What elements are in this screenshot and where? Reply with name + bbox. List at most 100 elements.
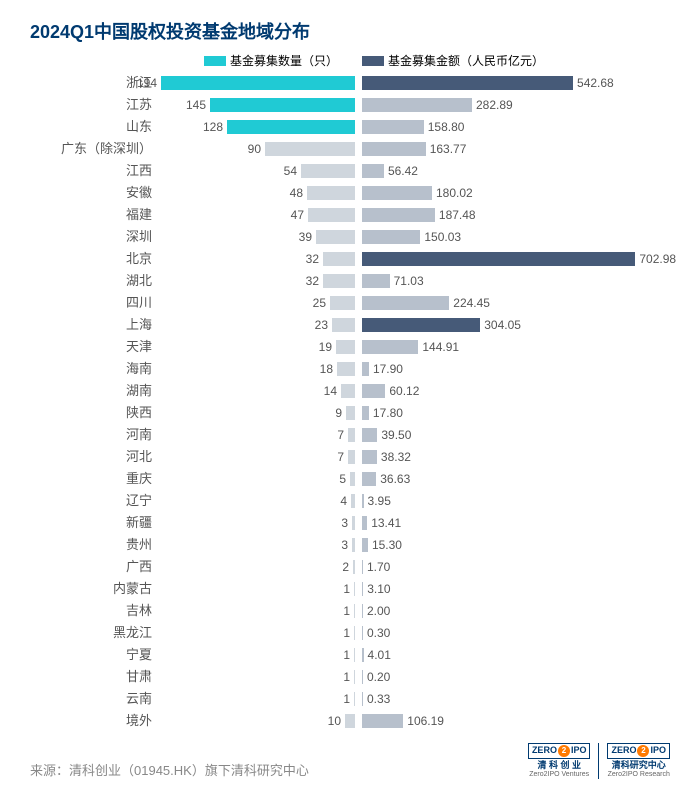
chart-row: 山东128158.80: [0, 116, 700, 138]
count-value: 2: [342, 556, 349, 578]
bar-amount: [362, 362, 369, 376]
count-value: 3: [341, 534, 348, 556]
bar-count: [337, 362, 355, 376]
amount-value: 150.03: [424, 226, 461, 248]
bar-amount: [362, 472, 376, 486]
count-value: 54: [284, 160, 297, 182]
bar-count: [307, 186, 355, 200]
logo-research-top: ZERO 2 IPO: [607, 743, 670, 759]
bar-count: [323, 274, 355, 288]
region-label: 辽宁: [126, 490, 152, 512]
bar-amount: [362, 692, 363, 706]
bar-amount: [362, 296, 449, 310]
logo-text: ZERO: [532, 746, 557, 756]
logo-ventures: ZERO 2 IPO 清 科 创 业 Zero2IPO Ventures: [528, 743, 591, 779]
count-value: 194: [137, 72, 157, 94]
bar-count: [341, 384, 355, 398]
bar-amount: [362, 98, 472, 112]
amount-value: 17.90: [373, 358, 403, 380]
bar-count: [353, 560, 355, 574]
chart-row: 黑龙江10.30: [0, 622, 700, 644]
region-label: 安徽: [126, 182, 152, 204]
region-label: 海南: [126, 358, 152, 380]
amount-value: 702.98: [639, 248, 676, 270]
bar-amount: [362, 384, 385, 398]
bar-count: [345, 714, 355, 728]
region-label: 四川: [126, 292, 152, 314]
amount-value: 106.19: [407, 710, 444, 732]
bar-amount: [362, 516, 367, 530]
amount-value: 39.50: [381, 424, 411, 446]
bar-count: [354, 670, 355, 684]
region-label: 山东: [126, 116, 152, 138]
chart-row: 辽宁43.95: [0, 490, 700, 512]
legend-right-label: 基金募集金额（人民币亿元）: [388, 52, 544, 69]
bar-count: [323, 252, 355, 266]
bar-count: [354, 692, 355, 706]
chart-row: 浙江194542.68: [0, 72, 700, 94]
bar-count: [301, 164, 355, 178]
chart-area: 浙江194542.68江苏145282.89山东128158.80广东（除深圳）…: [0, 72, 700, 732]
amount-value: 4.01: [368, 644, 391, 666]
logo-text: IPO: [571, 746, 587, 756]
chart-row: 吉林12.00: [0, 600, 700, 622]
region-label: 陕西: [126, 402, 152, 424]
bar-count: [227, 120, 355, 134]
count-value: 7: [337, 446, 344, 468]
amount-value: 180.02: [436, 182, 473, 204]
amount-value: 1.70: [367, 556, 390, 578]
bar-amount: [362, 186, 432, 200]
bar-amount: [362, 142, 426, 156]
region-label: 黑龙江: [113, 622, 152, 644]
region-label: 上海: [126, 314, 152, 336]
amount-value: 282.89: [476, 94, 513, 116]
chart-row: 河南739.50: [0, 424, 700, 446]
amount-value: 163.77: [430, 138, 467, 160]
bar-count: [332, 318, 355, 332]
chart-row: 广西 2 1.70: [0, 556, 700, 578]
count-value: 1: [343, 600, 350, 622]
region-label: 广西: [126, 556, 152, 578]
count-value: 10: [328, 710, 341, 732]
logo-research: ZERO 2 IPO 清科研究中心 Zero2IPO Research: [607, 743, 670, 779]
amount-value: 0.33: [367, 688, 390, 710]
count-value: 145: [186, 94, 206, 116]
bar-amount: [362, 318, 480, 332]
bar-count: [348, 450, 355, 464]
region-label: 甘肃: [126, 666, 152, 688]
bar-amount: [362, 406, 369, 420]
amount-value: 0.20: [367, 666, 390, 688]
chart-row: 广东（除深圳）90163.77: [0, 138, 700, 160]
amount-value: 144.91: [422, 336, 459, 358]
region-label: 湖南: [126, 380, 152, 402]
amount-value: 13.41: [371, 512, 401, 534]
logo-mid: 清 科 创 业: [537, 761, 581, 771]
count-value: 9: [335, 402, 342, 424]
legend-right-swatch: [362, 56, 384, 66]
legend-right: 基金募集金额（人民币亿元）: [362, 52, 544, 69]
footer: 来源：清科创业（01945.HK）旗下清科研究中心 ZERO 2 IPO 清 科…: [30, 743, 670, 779]
count-value: 3: [341, 512, 348, 534]
region-label: 吉林: [126, 600, 152, 622]
chart-row: 海南 18 17.90: [0, 358, 700, 380]
count-value: 1: [343, 666, 350, 688]
bar-count: [352, 538, 355, 552]
region-label: 内蒙古: [113, 578, 152, 600]
chart-row: 宁夏14.01: [0, 644, 700, 666]
chart-row: 江苏145282.89: [0, 94, 700, 116]
amount-value: 38.32: [381, 446, 411, 468]
chart-title: 2024Q1中国股权投资基金地域分布: [30, 18, 310, 44]
chart-row: 河北738.32: [0, 446, 700, 468]
count-value: 48: [290, 182, 303, 204]
region-label: 云南: [126, 688, 152, 710]
chart-row: 江西5456.42: [0, 160, 700, 182]
bar-amount: [362, 252, 635, 266]
region-label: 贵州: [126, 534, 152, 556]
logo-sub: Zero2IPO Ventures: [529, 771, 589, 779]
bar-count: [346, 406, 355, 420]
logo-divider: [598, 743, 599, 779]
count-value: 18: [320, 358, 333, 380]
bar-amount: [362, 714, 403, 728]
region-label: 重庆: [126, 468, 152, 490]
bar-count: [265, 142, 355, 156]
